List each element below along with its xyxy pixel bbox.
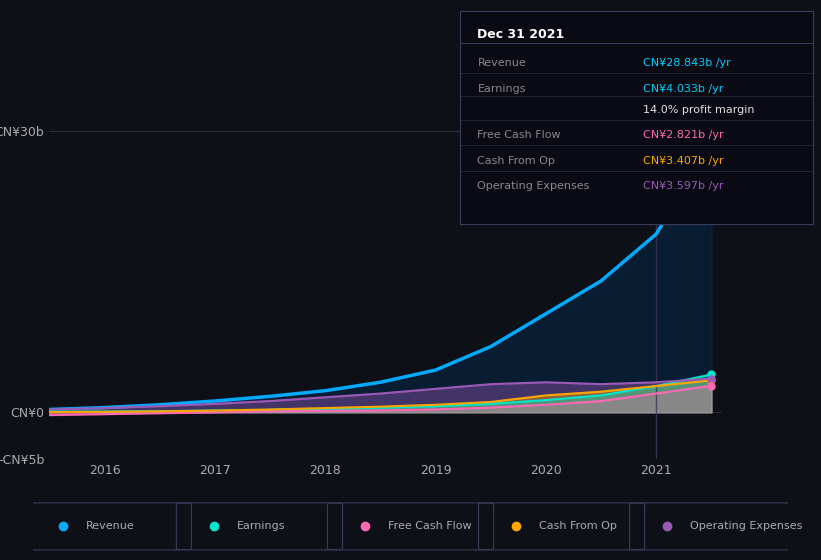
Text: Dec 31 2021: Dec 31 2021 [478, 28, 565, 41]
Text: CN¥3.597b /yr: CN¥3.597b /yr [644, 181, 724, 192]
Text: 14.0% profit margin: 14.0% profit margin [644, 105, 754, 115]
Text: CN¥4.033b /yr: CN¥4.033b /yr [644, 83, 723, 94]
Text: Operating Expenses: Operating Expenses [478, 181, 589, 192]
Text: CN¥2.821b /yr: CN¥2.821b /yr [644, 130, 724, 141]
Text: Revenue: Revenue [85, 521, 135, 531]
Text: Earnings: Earnings [478, 83, 526, 94]
Text: Cash From Op: Cash From Op [478, 156, 555, 166]
Text: Earnings: Earnings [236, 521, 285, 531]
Text: Free Cash Flow: Free Cash Flow [388, 521, 471, 531]
Text: Operating Expenses: Operating Expenses [690, 521, 802, 531]
Text: CN¥3.407b /yr: CN¥3.407b /yr [644, 156, 724, 166]
Text: CN¥28.843b /yr: CN¥28.843b /yr [644, 58, 731, 68]
Text: Cash From Op: Cash From Op [539, 521, 617, 531]
Text: Revenue: Revenue [478, 58, 526, 68]
Text: Free Cash Flow: Free Cash Flow [478, 130, 561, 141]
